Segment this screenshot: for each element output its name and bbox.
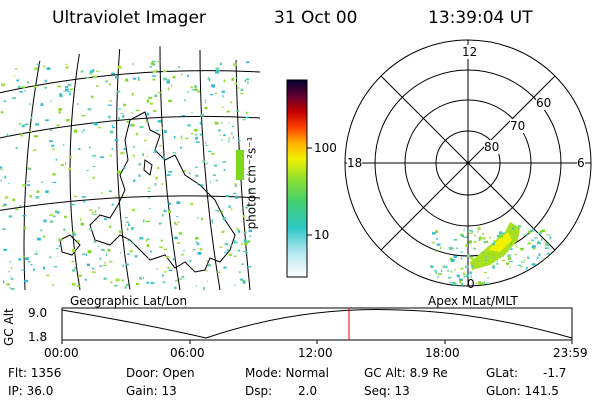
colorbar-tick-100: 100	[314, 141, 337, 155]
info-glat-value: -1.7	[543, 366, 567, 380]
info-dsp-value: 2.0	[298, 384, 318, 398]
lat-label-60: 60	[536, 96, 552, 110]
info-mode: Mode: Normal	[245, 366, 329, 380]
observation-date: 31 Oct 00	[274, 8, 358, 28]
altitude-axis-label: GC Alt	[2, 308, 16, 346]
info-ip: IP: 36.0	[8, 384, 54, 398]
time-tick-1800: 18:00	[425, 346, 460, 360]
instrument-title: Ultraviolet Imager	[52, 8, 206, 28]
info-gain: Gain: 13	[126, 384, 177, 398]
info-dsp-label: Dsp:	[245, 384, 273, 398]
time-tick-0000: 00:00	[44, 346, 79, 360]
map-label-apex: Apex MLat/MLT	[428, 294, 518, 308]
mlt-label-0: 0	[467, 277, 475, 291]
altitude-tick-9: 9.0	[28, 306, 48, 320]
map-label-geographic: Geographic Lat/Lon	[70, 294, 188, 308]
info-gc-alt: GC Alt: 8.9 Re	[364, 366, 448, 380]
altitude-tick-1-8: 1.8	[28, 330, 48, 344]
time-tick-1200: 12:00	[298, 346, 333, 360]
mlt-label-6: 6	[577, 156, 585, 170]
observation-time: 13:39:04 UT	[428, 8, 533, 28]
mlt-label-12: 12	[462, 45, 478, 59]
time-tick-2359: 23:59	[553, 346, 588, 360]
info-door: Door: Open	[126, 366, 195, 380]
info-seq: Seq: 13	[364, 384, 410, 398]
info-flt: Flt: 1356	[8, 366, 62, 380]
info-glat-label: GLat:	[486, 366, 519, 380]
lat-label-70: 70	[510, 119, 526, 133]
lat-label-80: 80	[484, 140, 500, 154]
info-glon: GLon: 141.5	[486, 384, 559, 398]
mlt-label-18: 18	[347, 156, 363, 170]
colorbar-tick-10: 10	[314, 228, 330, 242]
time-tick-0600: 06:00	[170, 346, 205, 360]
